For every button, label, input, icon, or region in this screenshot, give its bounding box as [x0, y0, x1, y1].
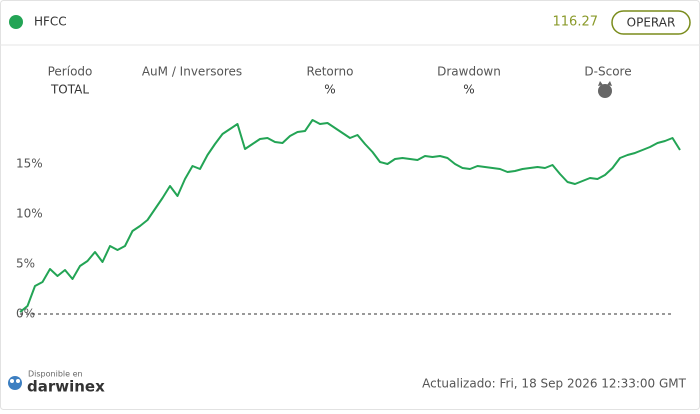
- stat-label: Drawdown: [437, 65, 501, 79]
- button-frame[interactable]: [611, 10, 691, 35]
- stat-label: D-Score: [584, 65, 631, 79]
- stat-value: TOTAL: [50, 83, 89, 97]
- operar-button[interactable]: OPERAR: [611, 10, 691, 35]
- stat-label: AuM / Inversores: [142, 65, 242, 79]
- y-tick-label: 15%: [16, 157, 43, 171]
- updated: Actualizado: Fri, 18 Sep 2026 12:33:00 G…: [422, 377, 687, 391]
- symbol: HFCC: [34, 15, 67, 29]
- stat-value: %: [324, 83, 335, 97]
- available-label: Disponible en: [28, 370, 83, 379]
- stat-label: Período: [48, 65, 93, 79]
- logo: [8, 376, 22, 390]
- status-dot: [9, 15, 23, 29]
- y-tick-label: 5%: [16, 257, 35, 271]
- line: [19, 119, 681, 313]
- brand: darwinex: [27, 378, 105, 396]
- dscore-icon: [598, 81, 612, 98]
- stat-label: Retorno: [307, 65, 354, 79]
- plot: 0% 5% 10% 15%: [16, 119, 681, 321]
- stat-value: %: [463, 83, 474, 97]
- y-tick-label: 10%: [16, 207, 43, 221]
- button-label[interactable]: OPERAR: [627, 16, 676, 30]
- y-tick-label: 0%: [16, 307, 35, 321]
- price: 116.27: [553, 15, 599, 30]
